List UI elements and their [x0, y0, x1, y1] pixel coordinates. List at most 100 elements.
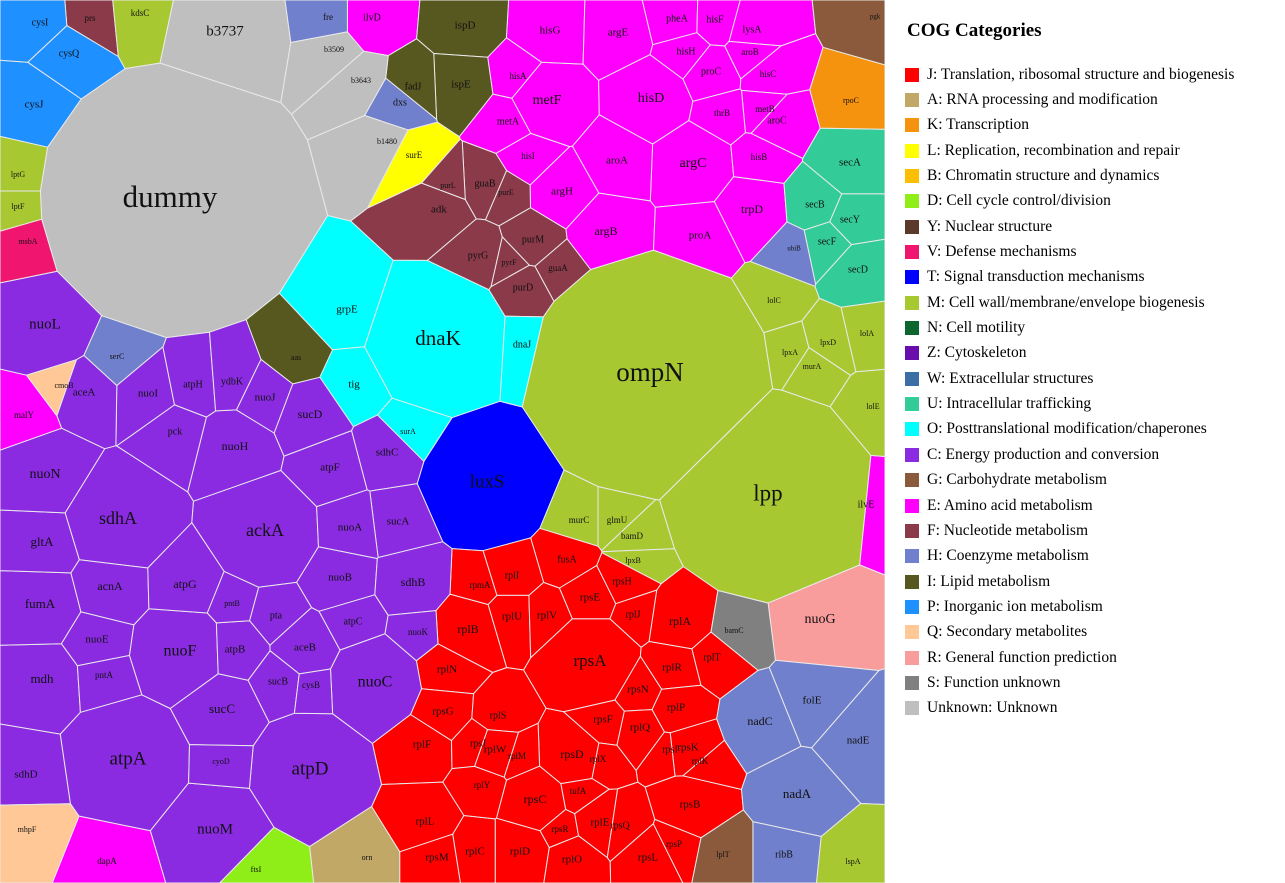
cell-label-kdsC: kdsC: [131, 8, 150, 18]
cell-label-grpE: grpE: [336, 304, 358, 316]
cell-label-argB: argB: [594, 224, 617, 238]
legend-label: Z: Cytoskeleton: [927, 344, 1027, 362]
cell-lptG: [0, 135, 49, 192]
cell-label-pyrG: pyrG: [468, 250, 489, 261]
cell-label-nadE: nadE: [847, 735, 870, 747]
cell-label-rplQ: rplQ: [630, 722, 650, 734]
cell-label-fumA: fumA: [25, 596, 56, 611]
cell-surA: [377, 397, 453, 462]
cell-label-rpsI: rpsI: [662, 744, 678, 755]
cell-label-nuoB: nuoB: [328, 572, 352, 584]
cell-label-ispE: ispE: [451, 79, 471, 91]
cell-label-nuoL: nuoL: [29, 316, 61, 332]
cell-guaA: [534, 238, 592, 302]
cell-label-fadJ: fadJ: [405, 81, 422, 92]
cell-label-purD: purD: [513, 282, 534, 293]
legend-item: G: Carbohydrate metabolism: [905, 468, 1280, 493]
cell-label-rpsA: rpsA: [573, 651, 607, 670]
legend-item: C: Energy production and conversion: [905, 442, 1280, 467]
legend-item: R: General function prediction: [905, 645, 1280, 670]
cell-kdsC: [112, 0, 174, 70]
cell-label-lolA: lolA: [860, 329, 874, 338]
cell-label-aceA: aceA: [73, 387, 96, 399]
cell-label-metA: metA: [497, 116, 520, 127]
legend-swatch: [905, 295, 919, 310]
cell-label-secY: secY: [840, 214, 860, 225]
legend-item: P: Inorganic ion metabolism: [905, 594, 1280, 619]
cell-label-rpsD: rpsD: [560, 747, 584, 761]
cell-label-rpsE: rpsE: [580, 592, 600, 604]
cell-label-fre: fre: [323, 12, 333, 22]
cell-label-lpxA: lpxA: [782, 348, 798, 357]
cell-label-metB: metB: [755, 104, 775, 114]
legend-item: M: Cell wall/membrane/envelope biogenesi…: [905, 290, 1280, 315]
cell-label-rpsJ: rpsJ: [470, 738, 486, 749]
cell-label-proC: proC: [701, 66, 721, 77]
cell-label-rplL: rplL: [416, 816, 435, 828]
legend-swatch: [905, 371, 919, 386]
cell-label-rpsK: rpsK: [677, 742, 698, 754]
treemap-cells: [0, 0, 885, 883]
cell-label-rplA: rplA: [669, 614, 691, 628]
cell-label-nuoA: nuoA: [338, 522, 363, 534]
legend-swatch: [905, 397, 919, 412]
cell-label-rplY: rplY: [474, 780, 491, 790]
legend-item: B: Chromatin structure and dynamics: [905, 163, 1280, 188]
cell-label-lptG: lptG: [11, 170, 25, 179]
cell-label-tufA: tufA: [570, 786, 587, 796]
legend-item: F: Nucleotide metabolism: [905, 518, 1280, 543]
cell-label-rpsM: rpsM: [425, 852, 448, 864]
cell-label-purE: purE: [498, 188, 514, 197]
cell-rplX: [591, 742, 639, 790]
cell-label-nuoJ: nuoJ: [255, 392, 277, 404]
cell-lptF: [0, 190, 43, 232]
cell-label-hisC: hisC: [760, 69, 777, 79]
cell-label-rplR: rplR: [662, 662, 682, 674]
cell-label-rplV: rplV: [537, 610, 557, 622]
legend-swatch: [905, 143, 919, 158]
legend-item: S: Function unknown: [905, 670, 1280, 695]
legend-swatch: [905, 549, 919, 564]
cell-label-nuoI: nuoI: [138, 388, 159, 400]
cell-label-sucD: sucD: [298, 407, 323, 421]
legend-label: U: Intracellular trafficking: [927, 395, 1092, 413]
legend-swatch: [905, 574, 919, 589]
cell-label-rplC: rplC: [465, 846, 485, 858]
cell-ydbK: [209, 319, 262, 412]
cell-label-ilvE: ilvE: [858, 499, 875, 510]
legend-swatch: [905, 447, 919, 462]
legend-swatch: [905, 650, 919, 665]
cell-label-nuoM: nuoM: [197, 821, 233, 837]
legend-swatch: [905, 498, 919, 513]
cell-label-cysQ: cysQ: [59, 48, 80, 59]
legend-item: V: Defense mechanisms: [905, 239, 1280, 264]
cell-label-hisB: hisB: [751, 152, 768, 162]
voronoi-treemap: dummy b3737 ompN lpp dnaK luxS rpsA rplB rplF rpl…: [0, 0, 885, 883]
cell-label-ftsI: ftsI: [251, 865, 262, 874]
cell-label-b3737: b3737: [206, 23, 244, 39]
cell-lspA: [816, 803, 885, 883]
cell-ftsI: [219, 826, 315, 883]
cell-label-atpB: atpB: [225, 644, 246, 656]
cell-label-atpD: atpD: [292, 758, 329, 779]
legend-items: J: Translation, ribosomal structure and …: [905, 62, 1280, 721]
legend-label: C: Energy production and conversion: [927, 445, 1160, 463]
cell-label-ribB: ribB: [775, 849, 793, 860]
cell-label-atpA: atpA: [110, 748, 147, 769]
cell-label-lplT: lplT: [716, 850, 729, 859]
cell-label-nuoE: nuoE: [85, 634, 109, 646]
cell-label-aroB: aroB: [741, 47, 759, 57]
legend-swatch: [905, 67, 919, 82]
cell-label-rpsF: rpsF: [593, 714, 613, 726]
cell-cyoD: [188, 744, 254, 789]
cell-label-pntB: pntB: [224, 599, 240, 608]
cell-label-sdhB: sdhB: [401, 575, 426, 589]
cell-label-dummy: dummy: [123, 179, 218, 214]
cell-label-lspA: lspA: [845, 857, 860, 866]
cell-label-sdhC: sdhC: [376, 447, 399, 459]
cell-label-purL: purL: [440, 181, 456, 190]
legend-swatch: [905, 346, 919, 361]
legend-label: H: Coenzyme metabolism: [927, 547, 1089, 565]
legend-swatch: [905, 675, 919, 690]
legend-title: COG Categories: [907, 20, 1042, 41]
